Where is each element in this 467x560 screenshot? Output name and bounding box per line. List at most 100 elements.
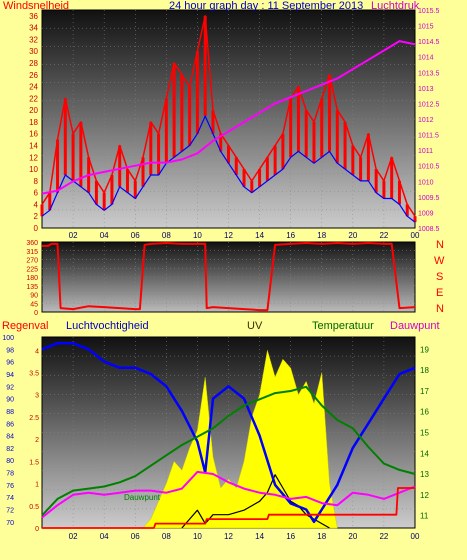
wind-xtick-2: 06 xyxy=(131,231,140,240)
compass-w: W xyxy=(434,255,445,267)
wind-ytick-13: 26 xyxy=(29,71,38,80)
pressure-ytick-12: 1014.5 xyxy=(418,39,440,46)
humidity-line xyxy=(41,341,416,524)
wind-xtick-8: 18 xyxy=(317,231,326,240)
wind-xtick-5: 12 xyxy=(224,231,233,240)
climate-xtick-5: 12 xyxy=(224,532,233,541)
humidity-ytick-9: 88 xyxy=(6,409,14,416)
uv-ytick-6: 3 xyxy=(35,393,39,400)
compass-n-bottom: N xyxy=(436,303,444,315)
rain-label: Regenval xyxy=(2,320,49,332)
humidity-ytick-0: 70 xyxy=(6,520,14,527)
pressure-ytick-4: 1010.5 xyxy=(418,164,440,171)
rain-line xyxy=(42,487,415,529)
wind-ytick-9: 18 xyxy=(29,118,38,127)
wind-ytick-10: 20 xyxy=(29,106,38,115)
pressure-ytick-10: 1013.5 xyxy=(418,70,440,77)
climate-xtick-0: 02 xyxy=(69,532,78,541)
wind-xtick-9: 20 xyxy=(348,231,357,240)
direction-ytick-3: 135 xyxy=(26,284,38,291)
temp-ytick-0: 11 xyxy=(420,512,429,521)
climate-xtick-8: 18 xyxy=(317,532,326,541)
direction-ytick-0: 0 xyxy=(34,310,38,317)
dewpoint-label: Dauwpunt xyxy=(390,320,440,332)
humidity-ytick-11: 92 xyxy=(6,384,14,391)
wind-ytick-4: 8 xyxy=(34,177,39,186)
wind-xtick-6: 14 xyxy=(255,231,264,240)
humidity-ytick-5: 80 xyxy=(6,458,14,465)
humidity-ytick-1: 72 xyxy=(6,508,14,515)
pressure-line xyxy=(41,40,416,195)
temp-ytick-3: 14 xyxy=(420,449,429,458)
direction-ytick-8: 360 xyxy=(26,240,38,247)
wind-ytick-1: 2 xyxy=(34,212,39,221)
uv-label: UV xyxy=(247,320,263,332)
temp-ytick-7: 18 xyxy=(420,366,429,375)
wind-xtick-0: 02 xyxy=(69,231,78,240)
pressure-ytick-9: 1013 xyxy=(418,86,434,93)
wind-xtick-11: 00 xyxy=(411,231,420,240)
wind-xtick-7: 16 xyxy=(286,231,295,240)
humidity-ytick-3: 76 xyxy=(6,483,14,490)
wind-ytick-11: 22 xyxy=(29,94,38,103)
pressure-ytick-13: 1015 xyxy=(418,24,434,31)
temp-ytick-8: 19 xyxy=(420,345,429,354)
climate-xtick-7: 16 xyxy=(286,532,295,541)
uv-ytick-1: 0.5 xyxy=(29,504,39,511)
humidity-ytick-15: 100 xyxy=(2,335,14,342)
pressure-ytick-11: 1014 xyxy=(418,55,434,62)
pressure-ytick-8: 1012.5 xyxy=(418,101,440,108)
pressure-label: Luchtdruk xyxy=(371,0,420,12)
compass-n-top: N xyxy=(436,239,444,251)
uv-ytick-5: 2.5 xyxy=(29,415,39,422)
pressure-ytick-6: 1011.5 xyxy=(418,133,439,140)
compass-s: S xyxy=(436,271,444,283)
humidity-ytick-13: 96 xyxy=(6,360,14,367)
humidity-ytick-6: 82 xyxy=(6,446,14,453)
temperature-line xyxy=(41,385,416,517)
climate-xtick-6: 14 xyxy=(255,532,264,541)
humidity-ytick-12: 94 xyxy=(6,372,14,379)
humidity-label: Luchtvochtigheid xyxy=(66,320,149,332)
direction-ytick-6: 270 xyxy=(26,258,38,265)
climate-xtick-11: 00 xyxy=(411,532,420,541)
uv-ytick-4: 2 xyxy=(35,437,39,444)
direction-ytick-5: 225 xyxy=(26,266,38,273)
direction-ytick-4: 180 xyxy=(26,275,38,282)
wind-ytick-16: 32 xyxy=(29,35,38,44)
humidity-ytick-7: 84 xyxy=(6,434,14,441)
wind-xtick-1: 04 xyxy=(100,231,109,240)
humidity-ytick-2: 74 xyxy=(6,495,14,502)
uv-ytick-8: 4 xyxy=(35,348,39,355)
climate-xtick-2: 06 xyxy=(131,532,140,541)
temp-ytick-4: 15 xyxy=(420,429,429,438)
wind-ytick-17: 34 xyxy=(29,24,38,33)
uv-ytick-0: 0 xyxy=(35,526,39,533)
uv-ytick-3: 1.5 xyxy=(29,459,39,466)
windspeed-label: Windsnelheid xyxy=(3,0,70,12)
wind-ytick-15: 30 xyxy=(29,47,38,56)
climate-xtick-3: 08 xyxy=(162,532,171,541)
pressure-ytick-1: 1009 xyxy=(418,210,434,217)
pressure-ytick-7: 1012 xyxy=(418,117,434,124)
temp-ytick-6: 17 xyxy=(420,387,429,396)
uv-ytick-7: 3.5 xyxy=(29,371,39,378)
temp-ytick-1: 12 xyxy=(420,491,429,500)
direction-ytick-2: 90 xyxy=(30,293,38,300)
wind-ytick-8: 16 xyxy=(29,130,38,139)
climate-xtick-9: 20 xyxy=(348,532,357,541)
wind-ytick-5: 10 xyxy=(29,165,38,174)
wind-ytick-12: 24 xyxy=(29,83,38,92)
pressure-ytick-14: 1015.5 xyxy=(418,8,440,15)
wind-ytick-18: 36 xyxy=(29,12,38,21)
temp-ytick-2: 13 xyxy=(420,470,429,479)
climate-xtick-1: 04 xyxy=(100,532,109,541)
wind-xtick-3: 08 xyxy=(162,231,171,240)
humidity-ytick-14: 98 xyxy=(6,347,14,354)
direction-panel xyxy=(41,241,416,313)
wind-ytick-14: 28 xyxy=(29,59,38,68)
humidity-ytick-4: 78 xyxy=(6,471,14,478)
dewpoint-line xyxy=(41,470,416,519)
